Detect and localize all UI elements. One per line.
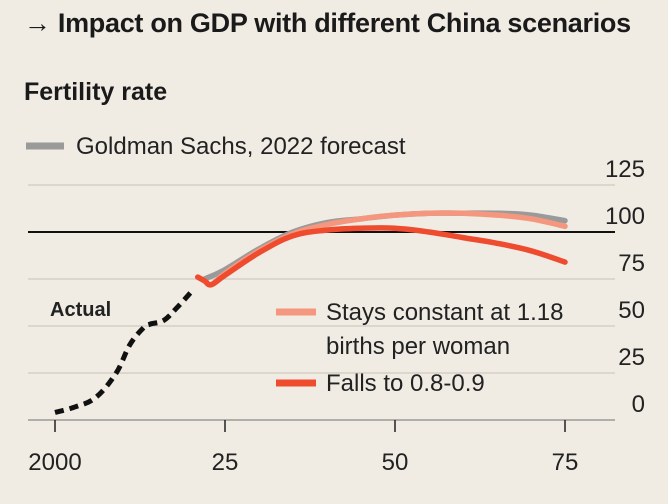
series-line-actual — [54, 290, 193, 415]
annotation-actual: Actual — [50, 299, 111, 321]
x-tick-label: 75 — [552, 449, 579, 476]
series-line-stays-constant-at-1-18-births-per-woman — [195, 210, 568, 288]
y-tick-label: 125 — [605, 156, 645, 183]
x-tick-label: 50 — [382, 449, 409, 476]
y-tick-label: 75 — [618, 250, 645, 277]
x-tick-label: 25 — [212, 449, 239, 476]
chart-title: → Impact on GDP with different China sce… — [24, 8, 631, 38]
y-tick-label: 25 — [618, 344, 645, 371]
y-tick-label: 0 — [632, 391, 645, 418]
y-tick-label: 50 — [618, 297, 645, 324]
legend-label-falls: Falls to 0.8-0.9 — [326, 370, 485, 397]
legend-label-constant: Stays constant at 1.18 — [326, 299, 563, 326]
y-tick-label: 100 — [605, 203, 645, 230]
legend-label-goldman: Goldman Sachs, 2022 forecast — [76, 133, 406, 160]
legend-label-constant: births per woman — [326, 333, 510, 360]
x-tick-label: 2000 — [28, 449, 81, 476]
chart-subtitle: Fertility rate — [24, 78, 168, 106]
series-line-falls-to-0-8-0-9 — [195, 225, 568, 288]
